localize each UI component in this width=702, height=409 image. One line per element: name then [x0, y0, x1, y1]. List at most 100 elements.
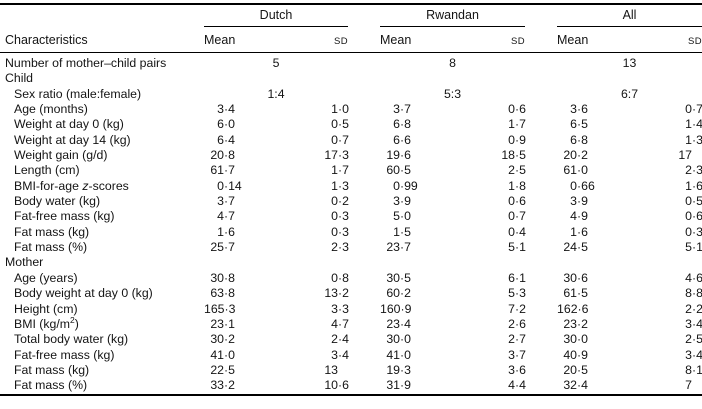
sd-value: 17·3: [324, 148, 349, 163]
mean-value: 61·7: [210, 163, 235, 178]
column-gap: [348, 117, 380, 132]
column-gap: [348, 209, 380, 224]
row-label: Fat mass (%): [14, 240, 88, 255]
sd-value: 0·3: [331, 224, 349, 239]
sd-value: 7: [685, 378, 693, 393]
sd-value: 10·6: [324, 378, 349, 393]
characteristics-table: Characteristics Dutch Rwandan All Mean S…: [0, 3, 702, 396]
sd-value: 4·7: [331, 316, 349, 331]
mean-value: 20·8: [210, 148, 235, 163]
sd-value: 8·8: [685, 286, 702, 301]
sd-value: 5·1: [685, 240, 702, 255]
table-header: Characteristics Dutch Rwandan All Mean S…: [0, 4, 702, 53]
mean-value: 6·8: [393, 117, 411, 132]
sd-value: 2·7: [508, 332, 526, 347]
sd-value: 1·3: [685, 132, 702, 147]
mean-value: 0·66: [570, 178, 595, 193]
sd-value: 6·1: [508, 270, 526, 285]
sd-value: 0·7: [685, 102, 702, 117]
mean-value: 24·5: [563, 240, 588, 255]
column-gap: [525, 363, 557, 378]
group-header-all: All: [557, 4, 702, 27]
mean-column-header: Mean: [380, 26, 411, 53]
row-label: BMI-for-age z-scores: [14, 178, 129, 193]
sd-value: 4·6: [685, 270, 702, 285]
mean-value: 30·5: [386, 270, 411, 285]
column-gap: [525, 378, 557, 394]
column-gap: [348, 225, 380, 240]
mean-value: 31·9: [386, 378, 411, 393]
sd-value: 0·8: [331, 270, 349, 285]
column-gap: [525, 332, 557, 347]
table-row: Fat mass (kg) 1·6 0·3 1·5 0·4 1·6 0·3: [0, 225, 702, 240]
sd-value: 17: [678, 148, 693, 163]
column-gap: [525, 87, 557, 102]
column-gap: [525, 302, 557, 317]
column-gap: [348, 378, 380, 394]
characteristics-column-header: Characteristics: [0, 4, 204, 53]
table-row: Body weight at day 0 (kg) 63·8 13·2 60·2 5·3…: [0, 286, 702, 301]
column-gap: [525, 271, 557, 286]
table-row: Weight at day 14 (kg) 6·4 0·7 6·6 0·9 6·8 1·3: [0, 133, 702, 148]
mean-column-header: Mean: [557, 26, 588, 53]
row-label: Fat-free mass (kg): [14, 209, 115, 224]
row-label: Length (cm): [14, 163, 80, 178]
row-label: Weight gain (g/d): [14, 148, 108, 163]
table-row: Fat-free mass (kg) 4·7 0·3 5·0 0·7 4·9 0·6: [0, 209, 702, 224]
mean-value: 4·7: [217, 209, 235, 224]
row-label: Weight at day 14 (kg): [14, 132, 131, 147]
mean-value: 3·7: [393, 102, 411, 117]
sd-value: 0·2: [331, 194, 349, 209]
table-row: Fat mass (%) 25·7 2·3 23·7 5·1 24·5 5·1: [0, 240, 702, 255]
group-span-value: 1:4: [267, 86, 285, 101]
mean-value: 30·6: [563, 270, 588, 285]
sd-value: 0·7: [331, 132, 349, 147]
sd-value: 2·5: [685, 332, 702, 347]
column-gap: [348, 163, 380, 178]
table-row: BMI-for-age z-scores 0·14 1·3 0·99 1·8 0·66 1·…: [0, 179, 702, 194]
table-body: Number of mother–child pairs 5 8 13 Child Sex…: [0, 53, 702, 395]
column-gap: [525, 133, 557, 148]
column-gap: [525, 194, 557, 209]
row-label: Number of mother–child pairs: [5, 56, 167, 70]
sd-value: 3·4: [685, 347, 702, 362]
group-header-row: Characteristics Dutch Rwandan All: [0, 4, 702, 53]
sd-value: 0·9: [508, 132, 526, 147]
mean-value: 1·5: [393, 224, 411, 239]
mean-value: 23·7: [386, 240, 411, 255]
column-gap: [348, 179, 380, 194]
mean-value: 0·99: [393, 178, 418, 193]
mean-value: 30·8: [210, 270, 235, 285]
mean-value: 61·0: [563, 163, 588, 178]
group-span-value: 5:3: [443, 86, 462, 101]
sd-value: 1·0: [331, 102, 349, 117]
column-gap: [525, 209, 557, 224]
table-row: Total body water (kg) 30·2 2·4 30·0 2·7 30·0 2…: [0, 332, 702, 347]
mean-value: 23·1: [210, 316, 235, 331]
group-span-value: 6:7: [620, 86, 639, 101]
sd-value: 1·7: [331, 163, 349, 178]
mean-value: 33·2: [210, 378, 235, 393]
mean-value: 6·0: [217, 117, 235, 132]
column-gap: [348, 302, 380, 317]
section-label: Mother: [5, 255, 44, 270]
table-row: Body water (kg) 3·7 0·2 3·9 0·6 3·9 0·5: [0, 194, 702, 209]
mean-value: 165·3: [204, 301, 236, 316]
mean-value: 6·4: [217, 132, 235, 147]
table-row: Number of mother–child pairs 5 8 13: [0, 53, 702, 72]
sd-value: 13: [324, 362, 338, 377]
sd-value: 2·2: [685, 301, 702, 316]
column-gap: [525, 163, 557, 178]
sd-column-header: SD: [587, 26, 702, 53]
sd-value: 2·4: [331, 332, 349, 347]
sd-value: 0·4: [508, 224, 526, 239]
row-label: Age (months): [14, 102, 88, 117]
mean-value: 60·5: [386, 163, 411, 178]
table-row: Fat mass (kg) 22·5 13 19·3 3·6 20·5 8·1: [0, 363, 702, 378]
sd-value: 0·6: [508, 102, 526, 117]
column-gap: [525, 53, 557, 72]
sd-value: 13·2: [324, 286, 349, 301]
group-header-dutch: Dutch: [204, 4, 348, 27]
column-gap: [348, 271, 380, 286]
